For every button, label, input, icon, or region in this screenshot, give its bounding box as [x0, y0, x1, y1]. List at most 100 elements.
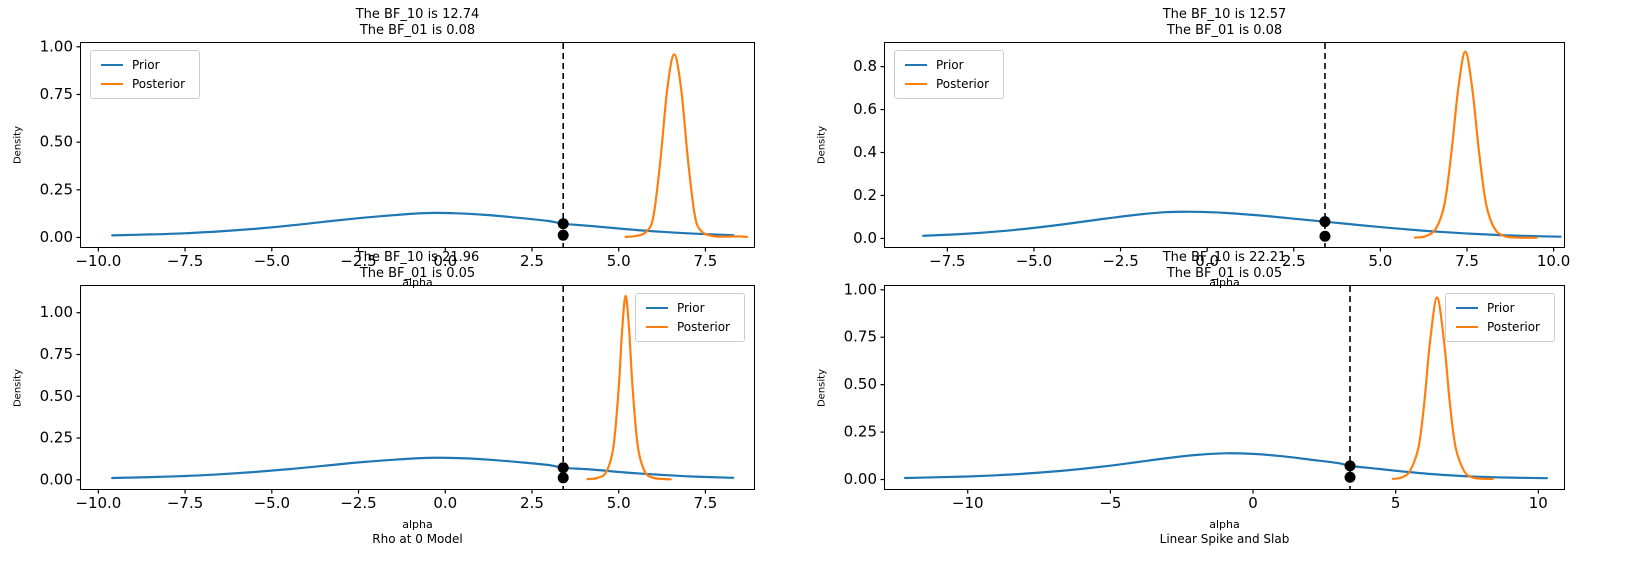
bf01-title-line: The BF_01 is 0.08: [359, 23, 476, 38]
y-tick-label: 0.25: [844, 423, 877, 441]
x-axis-label: alpha Rho at 0 Model: [80, 517, 755, 547]
prior-curve: [903, 452, 1548, 480]
observed-point: [1319, 216, 1331, 228]
model-name-label: Linear Spike and Slab: [1159, 532, 1290, 546]
plot-title: The BF_10 is 12.74 The BF_01 is 0.08: [80, 7, 755, 39]
y-tick-label: 0.75: [40, 345, 73, 363]
legend: Prior Posterior: [90, 50, 201, 99]
observed-point: [557, 462, 569, 474]
posterior-curve: [586, 294, 672, 481]
x-tick-label: 0.0: [1195, 252, 1219, 270]
x-tick-label: 7.5: [694, 252, 718, 270]
chart-canvas: −10.0 −7.5 −5.0 −2.5 0.0 2.5 5.0 7.5 0.00 0.25 0.5…: [40, 37, 749, 270]
y-tick-label: 1.00: [40, 303, 73, 321]
bf10-title-line: The BF_10 is 12.74: [355, 7, 480, 22]
x-tick-label: −5.0: [254, 494, 290, 512]
plot-title: The BF_10 is 22.21 The BF_01 is 0.05: [884, 250, 1565, 282]
posterior-line-swatch: [905, 83, 927, 85]
y-tick-label: 0.2: [853, 186, 877, 204]
observed-point: [1344, 471, 1356, 483]
y-tick-label: 0.50: [40, 387, 73, 405]
x-tick-label: −10.0: [75, 494, 121, 512]
observed-point: [557, 229, 569, 241]
y-tick-label: 0.8: [853, 57, 877, 75]
y-tick-label: 0.00: [40, 470, 73, 488]
x-tick-label: −10: [952, 494, 984, 512]
x-tick-label: 5.0: [607, 252, 631, 270]
prior-line-swatch: [645, 307, 668, 309]
legend: Prior Posterior: [634, 293, 745, 342]
legend-item-prior: Prior: [645, 301, 730, 315]
legend-label-prior: Prior: [132, 58, 160, 72]
y-tick-label: 0.25: [40, 180, 73, 198]
bf10-title-line: The BF_10 is 12.57: [1162, 7, 1287, 22]
chart-canvas: −10 −5 0 5 10 0.00 0.25 0.50 0.75 1.00: [844, 280, 1548, 512]
legend-item-prior: Prior: [101, 58, 185, 72]
y-tick-label: 0.25: [40, 429, 73, 447]
legend-item-posterior: Posterior: [645, 320, 730, 334]
y-axis-label: Density: [816, 368, 828, 407]
observed-point: [1319, 230, 1331, 242]
legend-item-prior: Prior: [905, 58, 989, 72]
observed-point: [1344, 460, 1356, 472]
prior-curve: [922, 210, 1562, 238]
prior-curve: [111, 211, 735, 237]
y-tick-label: 0.6: [853, 100, 877, 118]
y-tick-label: 0.50: [844, 375, 877, 393]
posterior-curve: [624, 53, 749, 238]
legend-item-posterior: Posterior: [1455, 320, 1540, 334]
x-tick-label: 7.5: [694, 494, 718, 512]
bf10-title-line: The BF_10 is 22.21: [1162, 250, 1287, 265]
y-axis-label: Density: [12, 125, 24, 165]
legend-label-prior: Prior: [676, 301, 705, 315]
plot-title: The BF_10 is 21.96 The BF_01 is 0.05: [80, 250, 755, 282]
x-tick-label: 2.5: [520, 252, 544, 270]
y-tick-label: 0.4: [853, 143, 877, 161]
y-tick-label: 0.0: [853, 229, 877, 247]
observed-point: [557, 218, 569, 230]
legend: Prior Posterior: [1444, 293, 1555, 342]
x-axis-label: alpha Linear Spike and Slab: [884, 517, 1565, 547]
x-tick-label: −2.5: [340, 252, 376, 270]
x-tick-label: 0.0: [433, 494, 457, 512]
x-axis-label-text: alpha: [402, 518, 433, 531]
bf01-title-line: The BF_01 is 0.05: [359, 266, 476, 281]
plot-area: −10.0 −7.5 −5.0 −2.5 0.0 2.5 5.0 7.5 0.00 0.25 0.5…: [40, 285, 755, 512]
legend-label-posterior: Posterior: [132, 77, 186, 91]
bf10-title-line: The BF_10 is 21.96: [355, 250, 480, 265]
y-tick-label: 0.00: [40, 228, 73, 246]
subplot-top-right: The BF_10 is 12.57 The BF_01 is 0.08 Den…: [817, 7, 1571, 289]
x-axis-label-text: alpha: [1209, 518, 1240, 531]
legend-label-prior: Prior: [936, 58, 964, 72]
subplot-top-left: The BF_10 is 12.74 The BF_01 is 0.08 Den…: [13, 7, 755, 289]
prior-line-swatch: [101, 64, 123, 66]
legend-item-posterior: Posterior: [101, 77, 185, 91]
x-tick-label: −5: [1099, 494, 1121, 512]
plot-title: The BF_10 is 12.57 The BF_01 is 0.08: [884, 7, 1565, 39]
posterior-curve: [1413, 50, 1538, 239]
x-tick-label: −5.0: [254, 252, 290, 270]
y-tick-label: 0.75: [40, 85, 73, 103]
x-tick-label: −2.5: [1102, 252, 1138, 270]
x-tick-label: 5.0: [607, 494, 631, 512]
legend-label-posterior: Posterior: [676, 320, 730, 334]
x-tick-label: −2.5: [340, 494, 376, 512]
x-tick-label: −10.0: [75, 252, 121, 270]
x-tick-label: 7.5: [1455, 252, 1479, 270]
x-tick-label: 10: [1529, 494, 1548, 512]
y-axis-label: Density: [816, 125, 828, 165]
prior-line-swatch: [1455, 307, 1478, 309]
bf01-title-line: The BF_01 is 0.05: [1166, 266, 1283, 281]
legend-item-posterior: Posterior: [905, 77, 989, 91]
x-tick-label: −7.5: [167, 252, 203, 270]
posterior-line-swatch: [101, 83, 123, 85]
x-tick-label: 10.0: [1537, 252, 1570, 270]
bf01-title-line: The BF_01 is 0.08: [1166, 23, 1283, 38]
posterior-line-swatch: [1455, 326, 1478, 328]
legend-label-posterior: Posterior: [1486, 320, 1540, 334]
y-tick-label: 0.75: [844, 328, 877, 346]
x-tick-label: −7.5: [167, 494, 203, 512]
legend-label-prior: Prior: [1486, 301, 1515, 315]
chart-canvas: −10.0 −7.5 −5.0 −2.5 0.0 2.5 5.0 7.5 0.00 0.25 0.5…: [40, 286, 735, 512]
